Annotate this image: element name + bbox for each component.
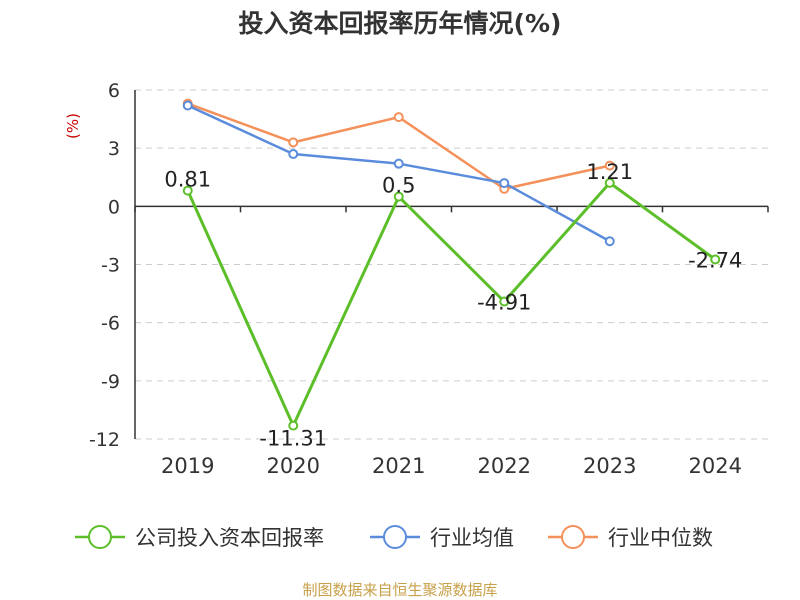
y-tick-label: -12 [89,429,120,451]
series-lines [182,98,721,431]
y-tick-label: -9 [101,371,120,393]
data-point [499,296,510,307]
legend: 公司投入资本回报率 行业均值 行业中位数 [75,525,713,550]
data-label: 1.21 [586,160,633,184]
x-tick-label: 2023 [583,454,636,478]
data-point [604,236,615,247]
series-1 [182,100,615,247]
data-point [182,100,193,111]
legend-item: 行业均值 [370,525,514,550]
data-point [393,158,404,169]
data-point [288,420,299,431]
data-label: -4.91 [477,291,531,315]
x-tick-label: 2019 [161,454,214,478]
legend-item: 公司投入资本回报率 [75,525,324,550]
data-point [604,160,615,171]
grid-lines [135,89,768,440]
chart-title: 投入资本回报率历年情况(%) [238,9,562,38]
data-point [182,185,193,196]
data-point [710,254,721,265]
data-label: -11.31 [259,427,327,451]
legend-label: 公司投入资本回报率 [135,526,324,550]
legend-marker [88,525,112,549]
data-point [288,137,299,148]
y-tick-label: 3 [108,138,120,160]
x-tick-label: 2020 [267,454,320,478]
data-label: 0.5 [382,174,415,198]
y-tick-label: -6 [101,313,120,335]
data-label: 0.81 [164,168,211,192]
data-point [393,112,404,123]
x-tick-label: 2022 [478,454,531,478]
x-tick-label: 2021 [372,454,425,478]
source-note: 制图数据来自恒生聚源数据库 [302,581,498,599]
legend-item: 行业中位数 [548,525,713,550]
data-label: -2.74 [688,248,742,272]
data-point [393,191,404,202]
data-labels: 0.81 -11.31 0.5 -4.91 1.21 -2.74 [164,160,742,451]
legend-marker [383,525,407,549]
x-tick-label: 2024 [689,454,742,478]
data-point [604,177,615,188]
legend-marker [561,525,585,549]
data-point [499,178,510,189]
series-line [186,181,717,428]
data-point [288,148,299,159]
axes: 6 3 0 -3 -6 -9 -12 (%) 2019 2020 2021 2022 2023 2024 [64,80,769,478]
y-tick-label: 6 [108,80,120,102]
legend-label: 行业均值 [430,526,514,550]
series-0 [182,177,721,431]
legend-label: 行业中位数 [608,526,713,550]
y-tick-label: -3 [101,255,120,277]
y-tick-label: 0 [108,196,120,218]
y-axis-title: (%) [64,113,82,139]
